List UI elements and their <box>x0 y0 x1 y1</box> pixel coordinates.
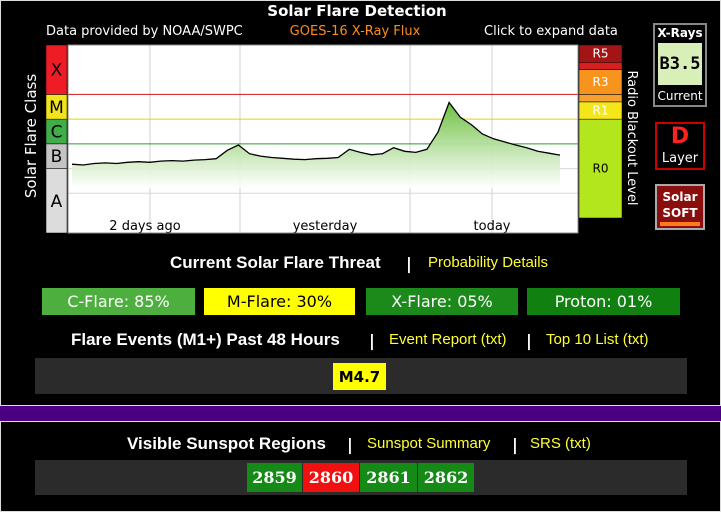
separator: | <box>406 254 412 273</box>
layer-caption: Layer <box>661 151 699 166</box>
y-tick-label: B <box>51 147 63 167</box>
radio-band <box>578 44 623 63</box>
layer-widget[interactable]: D Layer <box>655 122 705 170</box>
plot-bg <box>68 45 578 218</box>
m-flare-box: M-Flare: 30% <box>204 288 355 315</box>
layer-value: D <box>670 124 690 149</box>
x-flare-box: X-Flare: 05% <box>366 288 518 315</box>
top10-link[interactable]: Top 10 List (txt) <box>546 331 649 348</box>
flux-chart[interactable]: Solar Flare Detection GOES-16 X-Ray Flux… <box>0 0 721 240</box>
radio-label: R1 <box>593 104 609 118</box>
xray-caption: Current <box>657 89 703 103</box>
radio-band <box>578 94 623 103</box>
probability-link[interactable]: Probability Details <box>428 254 549 271</box>
radio-label: R0 <box>593 162 609 176</box>
radio-label: R3 <box>593 75 609 89</box>
soft-widget[interactable]: Solar SOFT <box>655 184 705 230</box>
sunspot-summary-link[interactable]: Sunspot Summary <box>367 435 491 452</box>
xray-value: B3.5 <box>658 43 702 85</box>
soft-top: Solar <box>662 190 698 204</box>
region[interactable]: 2861 <box>360 463 417 492</box>
threat-title: Current Solar Flare Threat <box>170 253 381 272</box>
flux-line <box>71 101 561 166</box>
x-tick-label: 2 days ago <box>109 219 180 234</box>
xray-title: X-Rays <box>657 26 703 40</box>
chart-title: Solar Flare Detection <box>267 2 446 20</box>
separator: | <box>347 435 353 454</box>
y-tick-label: C <box>51 123 63 143</box>
source-note: Data provided by NOAA/SWPC <box>46 24 243 39</box>
xray-widget[interactable]: X-Rays B3.5 Current <box>653 23 707 107</box>
event-report-link[interactable]: Event Report (txt) <box>389 331 507 348</box>
separator: | <box>512 435 518 454</box>
y2-label: Radio Blackout Level <box>624 70 639 205</box>
radio-label: R5 <box>593 47 609 61</box>
proton-box: Proton: 01% <box>527 288 680 315</box>
region[interactable]: 2859 <box>247 463 302 492</box>
region[interactable]: 2860 <box>303 463 359 492</box>
x-tick-label: today <box>474 219 511 234</box>
plot-frame <box>67 44 579 234</box>
x-tick-label: yesterday <box>293 219 358 234</box>
flux-area <box>72 102 560 188</box>
soft-bar <box>660 222 700 226</box>
sunspot-title: Visible Sunspot Regions <box>127 434 326 453</box>
x-axis-strip <box>68 218 578 233</box>
events-title: Flare Events (M1+) Past 48 Hours <box>71 330 340 349</box>
c-flare-box: C-Flare: 85% <box>42 288 195 315</box>
separator: | <box>526 331 532 350</box>
divider <box>0 406 721 421</box>
radio-band <box>578 69 623 95</box>
y-tick-label: A <box>51 192 63 212</box>
radio-band <box>578 118 623 219</box>
class-band <box>45 44 68 95</box>
event-item[interactable]: M4.7 <box>333 363 386 390</box>
radio-band <box>578 62 623 70</box>
srs-link[interactable]: SRS (txt) <box>530 435 591 452</box>
soft-bottom: SOFT <box>662 206 698 220</box>
chart-subtitle: GOES-16 X-Ray Flux <box>290 24 421 39</box>
y-label: Solar Flare Class <box>22 74 40 198</box>
expand-note[interactable]: Click to expand data <box>484 24 618 39</box>
region[interactable]: 2862 <box>418 463 474 492</box>
y-tick-label: M <box>49 98 64 118</box>
y-tick-label: X <box>51 61 63 81</box>
separator: | <box>369 331 375 350</box>
